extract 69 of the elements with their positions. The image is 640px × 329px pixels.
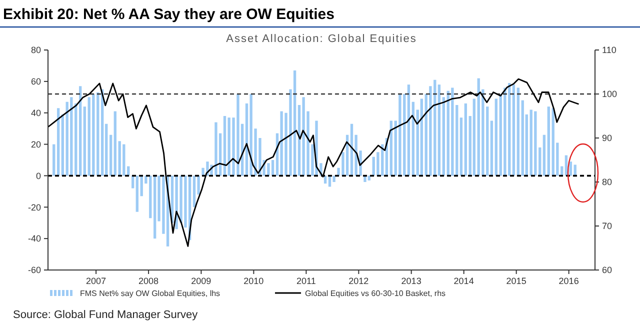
chart-subtitle: Asset Allocation: Global Equities bbox=[226, 33, 417, 45]
bar bbox=[271, 160, 274, 176]
legend-label: FMS Net% say OW Global Equities, lhs bbox=[80, 289, 220, 298]
bar bbox=[122, 144, 126, 176]
y2-tick-label: 60 bbox=[602, 265, 612, 276]
bar bbox=[61, 114, 64, 176]
x-tick-label: 2010 bbox=[244, 276, 264, 286]
bar bbox=[324, 176, 327, 184]
bar bbox=[136, 176, 138, 212]
x-tick-label: 2007 bbox=[86, 276, 106, 286]
x-tick-label: 2015 bbox=[506, 276, 526, 286]
bar bbox=[154, 176, 156, 239]
bar bbox=[472, 98, 476, 176]
bar bbox=[56, 108, 60, 176]
x-tick-label: 2011 bbox=[296, 276, 316, 286]
bar bbox=[368, 176, 370, 180]
bar bbox=[114, 111, 116, 176]
x-tick-label: 2009 bbox=[191, 276, 212, 286]
bar bbox=[547, 106, 550, 176]
bar bbox=[223, 116, 226, 176]
y-tick-label: -20 bbox=[28, 202, 41, 212]
bar bbox=[569, 162, 572, 176]
y2-tick-label: 70 bbox=[602, 221, 612, 232]
y2-tick-label: 100 bbox=[602, 89, 618, 100]
chart-title: Exhibit 20: Net % AA Say they are OW Equities bbox=[3, 6, 334, 23]
bar bbox=[460, 118, 463, 176]
bar bbox=[118, 141, 121, 176]
bar bbox=[542, 134, 546, 176]
y-tick-label: -60 bbox=[28, 265, 41, 276]
y-tick-label: 40 bbox=[30, 108, 41, 118]
bar bbox=[442, 97, 445, 176]
x-tick-label: 2012 bbox=[348, 276, 369, 286]
bar bbox=[564, 155, 568, 176]
bar bbox=[293, 70, 296, 176]
source-note: Source: Global Fund Manager Survey bbox=[13, 309, 198, 321]
bar bbox=[516, 88, 520, 176]
y2-tick-label: 110 bbox=[602, 45, 616, 56]
bar bbox=[192, 176, 196, 208]
y-tick-label: 60 bbox=[30, 76, 41, 87]
bar bbox=[78, 86, 82, 176]
y-tick-label: -40 bbox=[28, 234, 41, 244]
bar bbox=[451, 88, 454, 176]
bar bbox=[521, 100, 524, 176]
bar bbox=[438, 84, 441, 176]
y-tick-label: 20 bbox=[30, 139, 41, 150]
y2-tick-label: 90 bbox=[602, 133, 612, 144]
bar bbox=[490, 120, 494, 176]
bar bbox=[464, 103, 467, 176]
bar bbox=[52, 144, 56, 176]
bar bbox=[494, 98, 498, 176]
x-tick-label: 2016 bbox=[558, 276, 579, 286]
y-tick-label: 0 bbox=[36, 170, 41, 181]
x-tick-label: 2008 bbox=[138, 276, 159, 286]
bar bbox=[407, 84, 410, 176]
bar bbox=[131, 176, 134, 188]
bar bbox=[534, 111, 537, 176]
bar bbox=[92, 94, 95, 176]
y2-tick-label: 80 bbox=[602, 177, 612, 188]
bar bbox=[70, 97, 73, 176]
legend-label: Global Equities vs 60-30-10 Basket, rhs bbox=[305, 289, 446, 298]
bar bbox=[83, 106, 86, 176]
y-tick-label: 80 bbox=[30, 45, 41, 56]
bar bbox=[420, 98, 423, 176]
bar bbox=[512, 84, 516, 176]
bar bbox=[390, 120, 392, 176]
bar bbox=[398, 94, 402, 176]
bar bbox=[109, 134, 112, 176]
x-tick-label: 2013 bbox=[401, 276, 422, 286]
x-tick-label: 2014 bbox=[454, 276, 474, 286]
